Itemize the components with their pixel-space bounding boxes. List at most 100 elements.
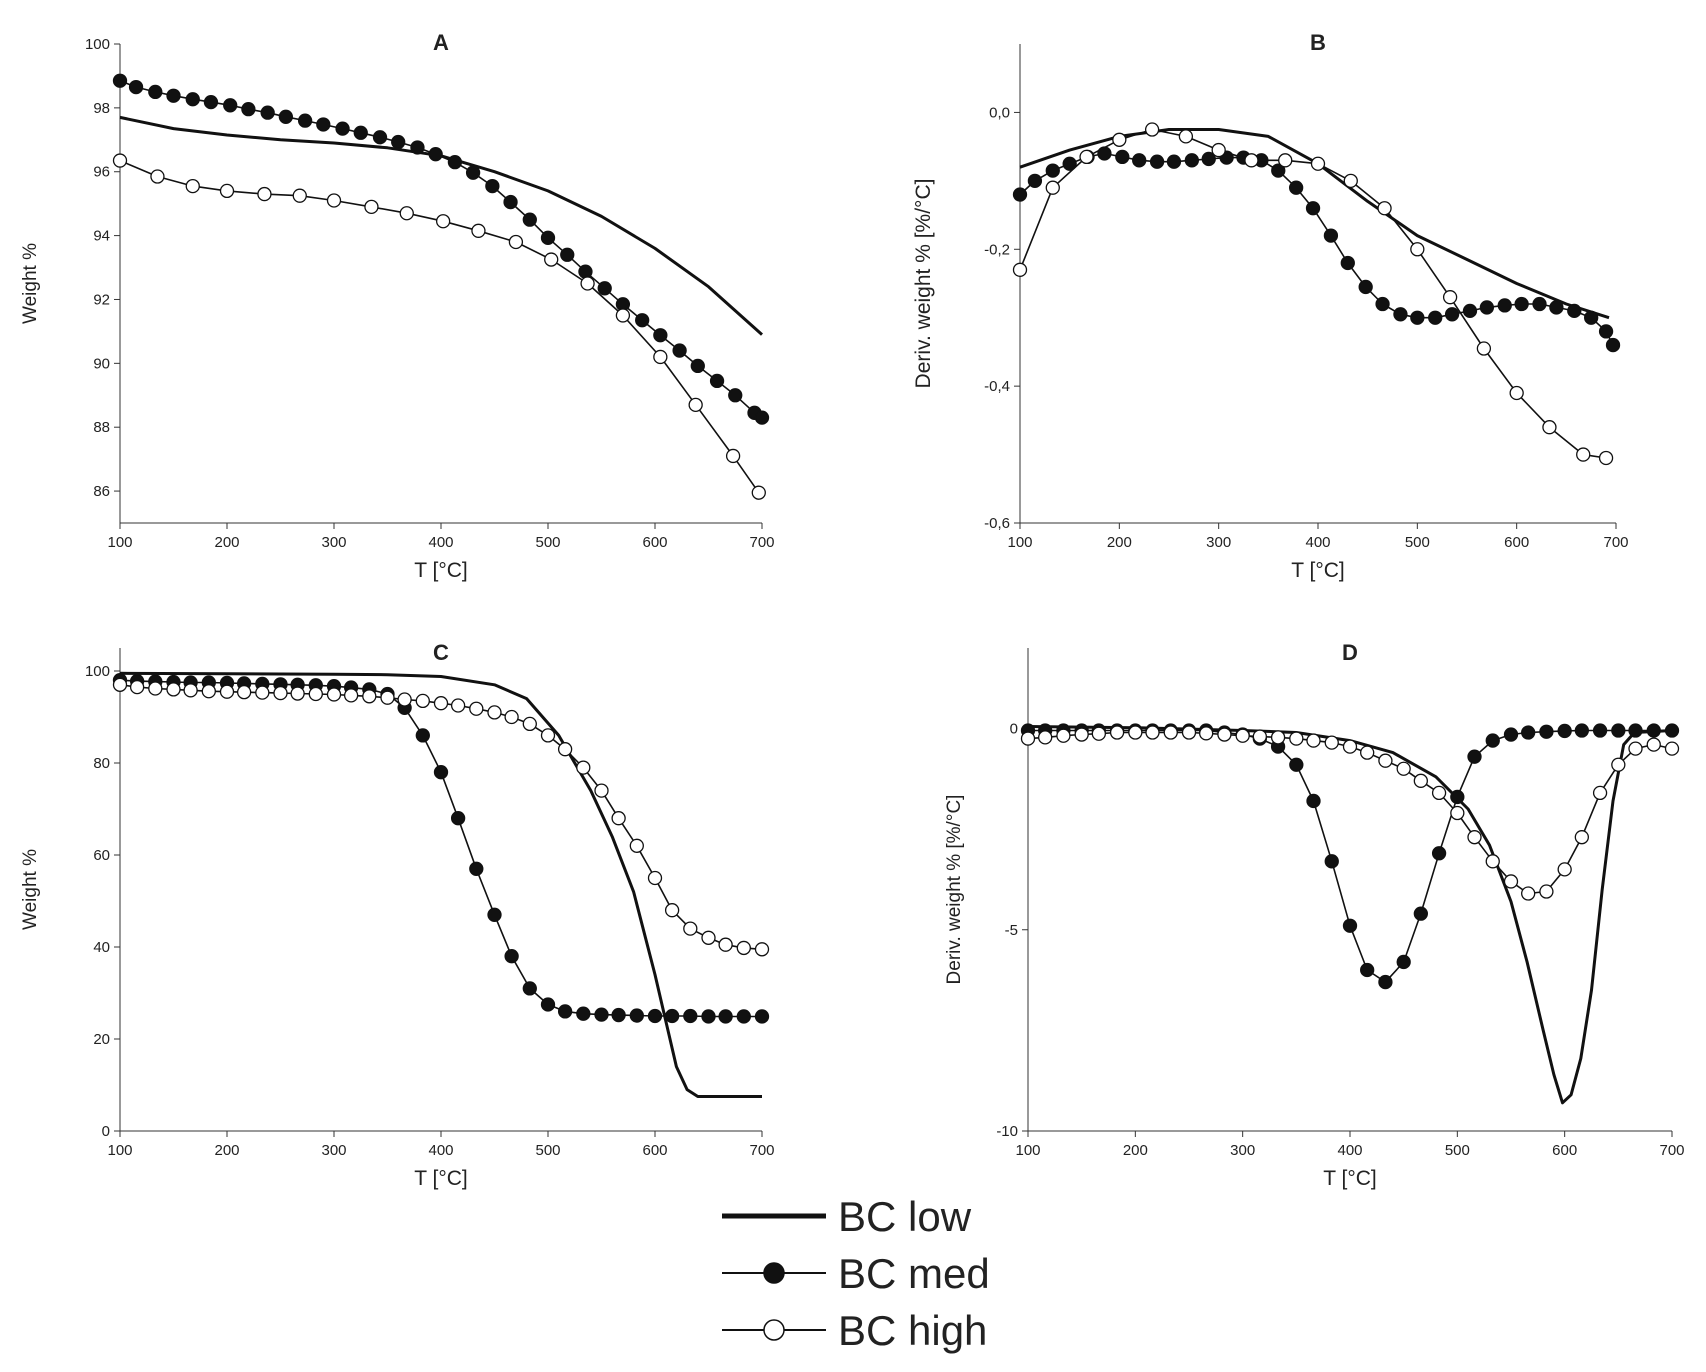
data-point-bc-med (1396, 954, 1411, 970)
y-tick-label: -5 (1005, 922, 1018, 939)
data-point-bc-med (415, 728, 430, 743)
data-point-bc-high (183, 683, 198, 698)
y-tick-label: 88 (93, 419, 110, 436)
data-point-bc-high (615, 308, 631, 323)
data-point-bc-high (647, 870, 663, 886)
data-point-bc-med (1574, 723, 1589, 738)
data-point-bc-high (1450, 805, 1465, 821)
series-line-bc-med (119, 679, 762, 1018)
y-axis-title: Weight % (20, 243, 41, 324)
x-tick-label: 100 (107, 1142, 132, 1159)
data-point-bc-high (1592, 785, 1608, 801)
data-point-bc-med (1532, 296, 1547, 312)
data-point-bc-med (1539, 724, 1554, 739)
data-point-bc-med (335, 121, 350, 136)
data-point-bc-high (1079, 149, 1094, 165)
data-point-bc-med (297, 113, 313, 128)
x-axis-title: T [°C] (414, 559, 468, 582)
data-point-bc-high (1306, 733, 1321, 748)
data-point-bc-med (223, 98, 238, 113)
data-point-bc-high (718, 937, 733, 952)
data-point-bc-med (128, 79, 144, 95)
data-point-bc-med (469, 861, 484, 876)
data-point-bc-high (1646, 737, 1661, 752)
x-tick-label: 200 (214, 534, 239, 551)
data-point-bc-high (1244, 153, 1259, 168)
data-point-bc-med (1431, 846, 1447, 861)
legend-label: BC med (838, 1250, 990, 1297)
data-point-bc-med (594, 1007, 609, 1022)
data-point-bc-high (653, 349, 668, 365)
data-point-bc-med (1410, 310, 1425, 325)
data-point-bc-high (1377, 201, 1392, 216)
data-point-bc-high (166, 682, 181, 697)
data-point-bc-med (1584, 310, 1599, 325)
data-point-bc-med (1503, 727, 1519, 742)
data-point-bc-high (1509, 385, 1524, 401)
data-point-bc-med (450, 811, 466, 826)
panel-title: A (433, 30, 449, 55)
y-tick-label: 96 (93, 164, 110, 181)
data-point-bc-high (1181, 725, 1197, 740)
data-point-bc-med (203, 94, 219, 110)
data-point-bc-med (709, 373, 725, 389)
legend-label: BC low (838, 1193, 972, 1240)
data-point-bc-high (736, 940, 751, 956)
data-point-bc-high (1038, 730, 1053, 745)
data-point-bc-med (372, 130, 388, 145)
y-tick-label: 86 (93, 483, 110, 500)
data-point-bc-high (273, 685, 288, 701)
data-point-bc-med (1305, 201, 1321, 216)
x-tick-label: 700 (749, 534, 774, 551)
data-point-bc-med (1323, 228, 1339, 243)
data-point-bc-med (148, 84, 163, 100)
series-line-bc-high (1019, 128, 1607, 459)
data-point-bc-med (1375, 296, 1390, 312)
data-point-bc-med (1378, 974, 1393, 990)
data-point-bc-med (690, 358, 705, 374)
data-point-bc-med (672, 343, 687, 358)
data-point-bc-med (578, 264, 593, 279)
x-tick-label: 200 (1123, 1142, 1148, 1159)
y-tick-label: 60 (93, 847, 110, 864)
data-point-bc-med (1358, 279, 1373, 295)
data-point-bc-high (112, 153, 128, 168)
data-point-bc-med (611, 1007, 626, 1023)
data-point-bc-med (1360, 962, 1375, 978)
data-point-bc-med (1413, 906, 1428, 921)
data-point-bc-high (1485, 854, 1500, 869)
data-point-bc-high (1163, 725, 1178, 740)
data-point-bc-med (1521, 725, 1536, 740)
data-point-bc-high (1178, 129, 1194, 144)
data-point-bc-high (201, 684, 216, 699)
data-point-bc-med (465, 165, 481, 180)
x-tick-label: 200 (214, 1142, 239, 1159)
data-point-bc-high (112, 677, 128, 692)
data-point-bc-high (380, 690, 395, 705)
data-point-bc-high (219, 183, 235, 199)
data-point-bc-med (1012, 187, 1028, 202)
data-point-bc-high (1278, 153, 1293, 168)
x-tick-label: 200 (1107, 534, 1132, 551)
data-point-bc-high (450, 698, 466, 713)
data-point-bc-high (1235, 728, 1250, 743)
data-point-bc-high (1056, 728, 1071, 743)
data-point-bc-med (1450, 789, 1465, 805)
y-tick-label: -0,6 (984, 515, 1010, 532)
data-point-bc-high (1217, 727, 1232, 742)
data-point-bc-high (397, 692, 412, 707)
y-tick-label: 40 (93, 939, 110, 956)
data-point-bc-high (290, 686, 305, 701)
data-point-bc-med (1306, 793, 1321, 809)
data-point-bc-med (487, 907, 502, 922)
y-tick-label: 94 (93, 228, 110, 245)
data-point-bc-med (522, 981, 537, 996)
y-axis-title: Weight % (20, 849, 41, 930)
x-tick-label: 400 (428, 534, 453, 551)
y-tick-label: 98 (93, 100, 110, 117)
data-point-bc-med (112, 73, 128, 88)
data-point-bc-med (1497, 298, 1512, 313)
data-point-bc-med (1062, 156, 1077, 171)
data-point-bc-med (754, 1009, 770, 1024)
data-point-bc-high (1557, 862, 1572, 877)
